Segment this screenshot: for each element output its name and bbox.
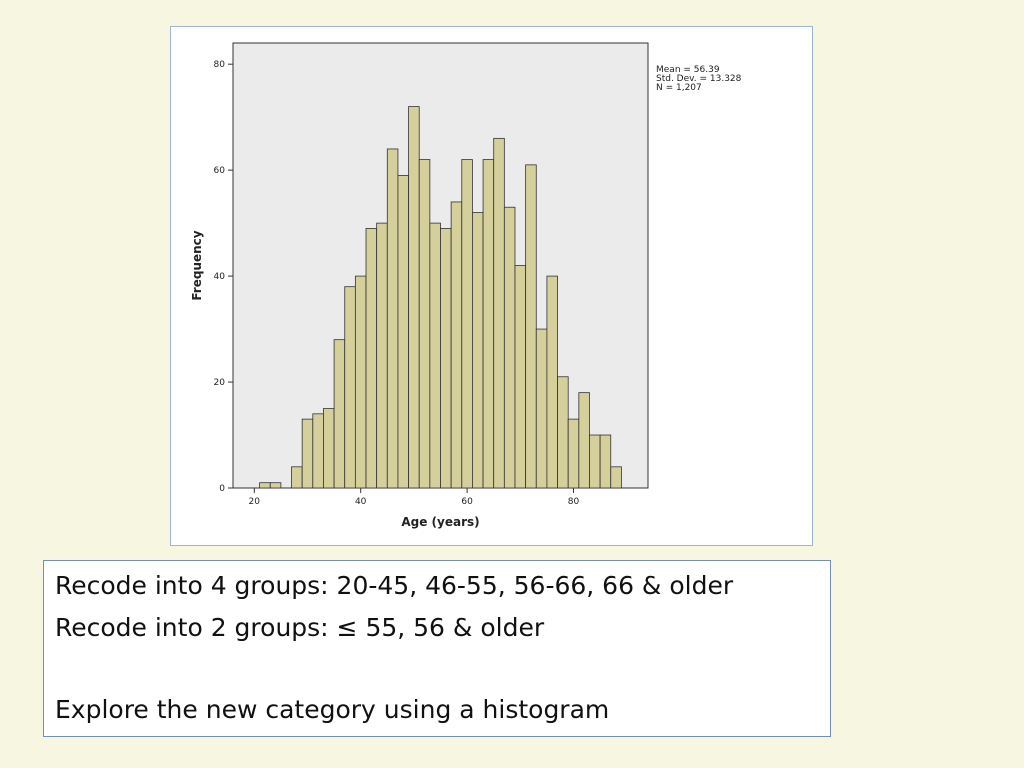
bar — [535, 328, 548, 489]
x-axis-label: Age (years) — [401, 515, 479, 529]
bar — [333, 339, 346, 489]
bar — [408, 106, 420, 489]
bar — [259, 482, 271, 489]
bar — [610, 466, 622, 489]
stat-annotation: Mean = 56.39 — [656, 65, 720, 75]
y-tick-label: 40 — [214, 272, 226, 282]
bar — [354, 275, 367, 489]
text-line: Explore the new category using a histogr… — [55, 695, 610, 724]
y-tick-label: 80 — [214, 60, 226, 70]
bar — [503, 206, 516, 489]
bar — [344, 286, 356, 489]
x-tick-label: 40 — [355, 497, 367, 507]
bar — [578, 392, 590, 489]
bar — [514, 265, 527, 489]
bar — [291, 466, 303, 489]
bar — [301, 418, 314, 489]
y-tick-label: 60 — [214, 166, 226, 176]
x-tick-label: 60 — [461, 497, 473, 507]
text-line: Recode into 2 groups: ≤ 55, 56 & older — [55, 613, 545, 642]
bar — [557, 376, 569, 489]
bar — [323, 408, 335, 489]
x-tick-label: 80 — [568, 497, 580, 507]
bar — [269, 482, 282, 489]
bar — [397, 175, 409, 489]
bar — [365, 228, 378, 489]
stat-annotation: Std. Dev. = 13.328 — [656, 74, 742, 84]
bar — [525, 164, 537, 489]
text-box: Recode into 4 groups: 20-45, 46-55, 56-6… — [43, 560, 831, 737]
bar — [376, 222, 388, 489]
y-tick-label: 0 — [219, 484, 225, 494]
chart: 0 20 40 60 80 20 40 60 80 Age (years) Frequency Mea… — [190, 42, 742, 529]
bar — [482, 159, 495, 489]
bar — [589, 434, 601, 489]
bar — [429, 222, 441, 489]
x-tick-label: 20 — [249, 497, 261, 507]
bar — [450, 201, 463, 489]
bar — [386, 148, 399, 489]
bar — [599, 434, 612, 489]
bar — [567, 418, 580, 489]
bar — [312, 413, 324, 489]
stat-annotation: N = 1,207 — [656, 83, 702, 93]
chart-frame: 0 20 40 60 80 20 40 60 80 Age (years) Frequency Mea… — [170, 26, 813, 546]
bar — [546, 275, 558, 489]
text-line: Recode into 4 groups: 20-45, 46-55, 56-6… — [55, 571, 734, 600]
bar — [472, 212, 484, 489]
y-axis-label: Frequency — [190, 230, 204, 300]
bar — [493, 137, 505, 489]
y-tick-label: 20 — [214, 378, 226, 388]
bar — [440, 228, 452, 489]
bar — [461, 159, 473, 489]
bar — [418, 159, 431, 489]
